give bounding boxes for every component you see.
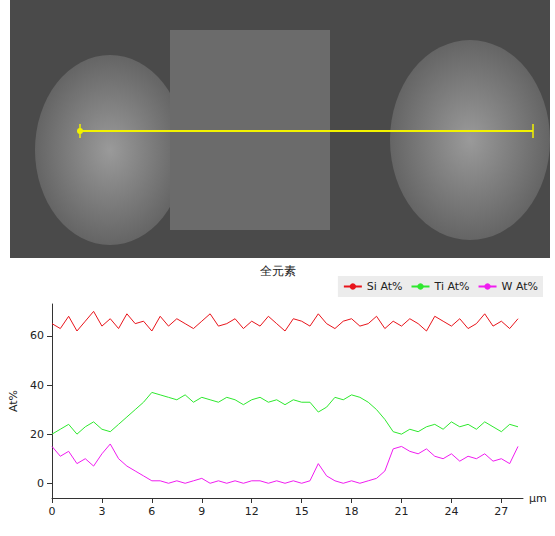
svg-text:24: 24	[444, 505, 458, 518]
svg-text:W At%: W At%	[502, 280, 538, 293]
svg-text:3: 3	[98, 505, 105, 518]
svg-text:全元素: 全元素	[260, 264, 296, 278]
svg-text:60: 60	[30, 329, 44, 342]
svg-text:0: 0	[49, 505, 56, 518]
svg-text:Si At%: Si At%	[367, 280, 403, 293]
svg-text:9: 9	[198, 505, 205, 518]
svg-text:21: 21	[395, 505, 409, 518]
svg-text:0: 0	[37, 477, 44, 490]
svg-text:Ti At%: Ti At%	[434, 280, 470, 293]
svg-text:18: 18	[345, 505, 359, 518]
svg-text:6: 6	[148, 505, 155, 518]
svg-text:40: 40	[30, 379, 44, 392]
svg-text:27: 27	[494, 505, 508, 518]
svg-text:At%: At%	[7, 390, 20, 412]
svg-text:12: 12	[245, 505, 259, 518]
svg-text:µm: µm	[529, 492, 547, 505]
svg-text:15: 15	[295, 505, 309, 518]
svg-text:20: 20	[30, 428, 44, 441]
